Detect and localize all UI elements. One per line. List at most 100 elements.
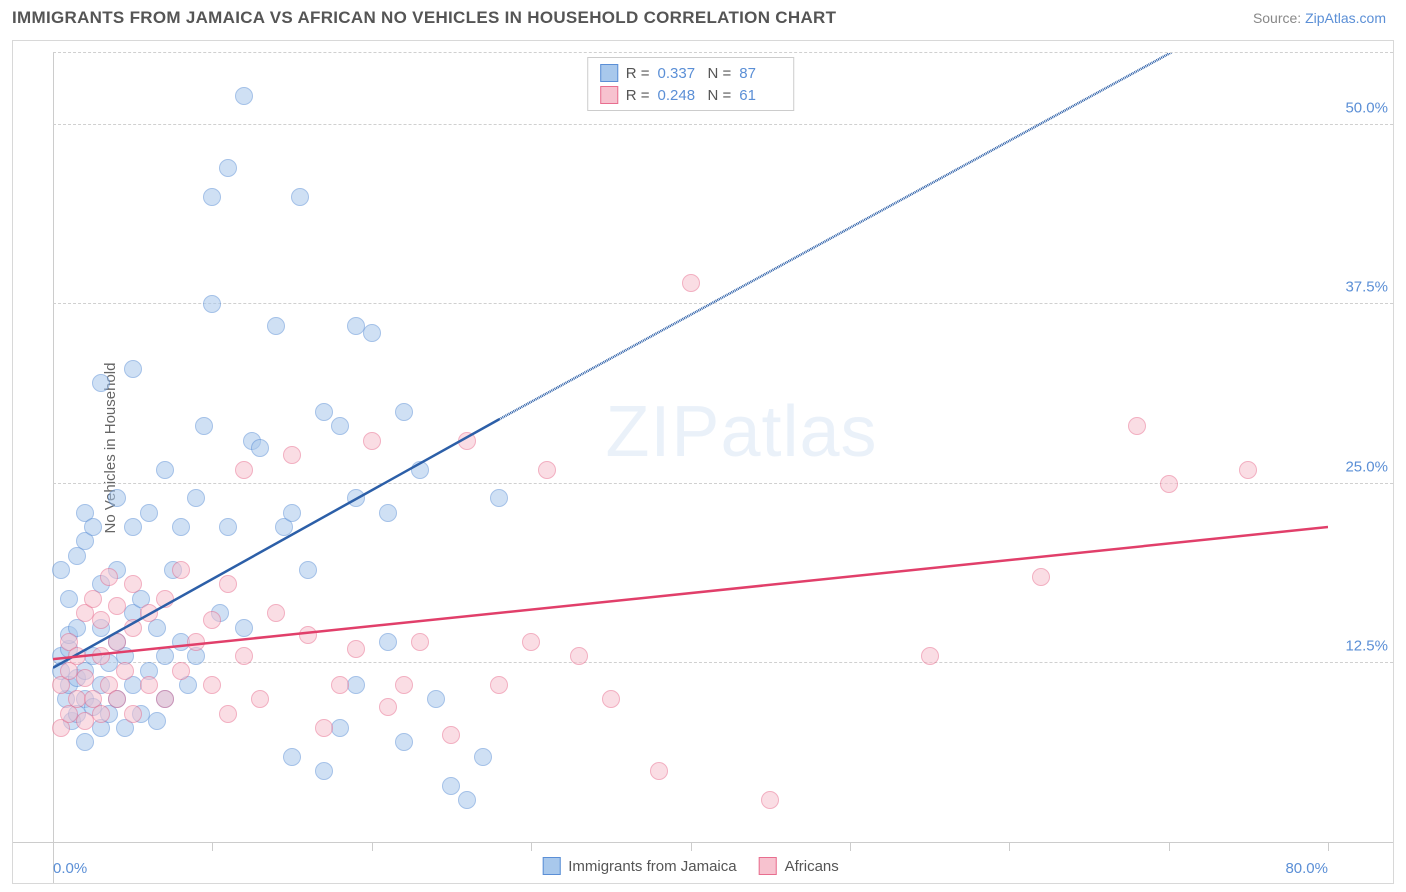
data-point	[761, 791, 779, 809]
data-point	[1128, 417, 1146, 435]
data-point	[1032, 568, 1050, 586]
data-point	[921, 647, 939, 665]
data-point	[92, 374, 110, 392]
data-point	[379, 698, 397, 716]
data-point	[187, 489, 205, 507]
data-point	[283, 748, 301, 766]
data-point	[124, 575, 142, 593]
data-point	[148, 712, 166, 730]
data-point	[76, 669, 94, 687]
data-point	[522, 633, 540, 651]
stat-r-label: R =	[626, 87, 650, 104]
data-point	[219, 159, 237, 177]
data-point	[124, 518, 142, 536]
data-point	[315, 403, 333, 421]
data-point	[267, 317, 285, 335]
watermark: ZIPatlas	[605, 391, 877, 473]
data-point	[331, 417, 349, 435]
legend-swatch-0	[600, 64, 618, 82]
source-link[interactable]: ZipAtlas.com	[1305, 10, 1386, 26]
data-point	[411, 633, 429, 651]
data-point	[395, 403, 413, 421]
data-point	[203, 188, 221, 206]
chart-container: No Vehicles in Household 12.5%25.0%37.5%…	[12, 40, 1394, 884]
data-point	[347, 640, 365, 658]
data-point	[108, 633, 126, 651]
data-point	[363, 324, 381, 342]
data-point	[235, 87, 253, 105]
data-point	[299, 626, 317, 644]
data-point	[140, 504, 158, 522]
data-point	[187, 633, 205, 651]
data-point	[283, 504, 301, 522]
legend-swatch-icon	[759, 857, 777, 875]
data-point	[490, 676, 508, 694]
data-point	[84, 590, 102, 608]
data-point	[251, 439, 269, 457]
data-point	[92, 705, 110, 723]
data-point	[156, 690, 174, 708]
x-axis-line	[13, 842, 1393, 843]
data-point	[156, 590, 174, 608]
data-point	[315, 762, 333, 780]
data-point	[458, 791, 476, 809]
data-point	[1160, 475, 1178, 493]
data-point	[331, 719, 349, 737]
data-point	[52, 561, 70, 579]
stat-n-val-1: 61	[739, 87, 781, 104]
data-point	[172, 662, 190, 680]
legend-item-1: Africans	[759, 857, 839, 875]
data-point	[291, 188, 309, 206]
data-point	[124, 705, 142, 723]
legend-stats-row-0: R = 0.337 N = 87	[600, 62, 782, 84]
chart-title: IMMIGRANTS FROM JAMAICA VS AFRICAN NO VE…	[12, 8, 836, 28]
data-point	[156, 461, 174, 479]
data-point	[650, 762, 668, 780]
data-point	[395, 733, 413, 751]
data-point	[140, 604, 158, 622]
data-point	[172, 518, 190, 536]
data-point	[124, 619, 142, 637]
data-point	[124, 360, 142, 378]
data-point	[411, 461, 429, 479]
stat-n-label: N =	[708, 65, 732, 82]
data-point	[92, 611, 110, 629]
data-point	[474, 748, 492, 766]
y-axis-line	[53, 53, 54, 883]
legend-bottom: Immigrants from Jamaica Africans	[542, 857, 839, 875]
plot-area: No Vehicles in Household 12.5%25.0%37.5%…	[53, 53, 1328, 843]
data-point	[1239, 461, 1257, 479]
data-point	[267, 604, 285, 622]
data-point	[235, 461, 253, 479]
data-point	[219, 575, 237, 593]
data-point	[283, 446, 301, 464]
chart-source: Source: ZipAtlas.com	[1253, 10, 1386, 26]
data-point	[76, 733, 94, 751]
data-point	[331, 676, 349, 694]
legend-label-1: Africans	[785, 858, 839, 875]
data-point	[68, 647, 86, 665]
trend-lines	[53, 53, 1328, 843]
data-point	[203, 676, 221, 694]
data-point	[363, 432, 381, 450]
data-point	[108, 489, 126, 507]
data-point	[458, 432, 476, 450]
data-point	[235, 647, 253, 665]
data-point	[156, 647, 174, 665]
data-point	[116, 662, 134, 680]
stat-r-val-0: 0.337	[658, 65, 700, 82]
legend-stats-row-1: R = 0.248 N = 61	[600, 84, 782, 106]
stat-n-val-0: 87	[739, 65, 781, 82]
chart-header: IMMIGRANTS FROM JAMAICA VS AFRICAN NO VE…	[0, 0, 1406, 32]
data-point	[84, 518, 102, 536]
data-point	[219, 518, 237, 536]
data-point	[100, 568, 118, 586]
data-point	[219, 705, 237, 723]
data-point	[299, 561, 317, 579]
data-point	[235, 619, 253, 637]
data-point	[490, 489, 508, 507]
data-point	[203, 611, 221, 629]
legend-label-0: Immigrants from Jamaica	[568, 858, 736, 875]
data-point	[347, 676, 365, 694]
data-point	[195, 417, 213, 435]
